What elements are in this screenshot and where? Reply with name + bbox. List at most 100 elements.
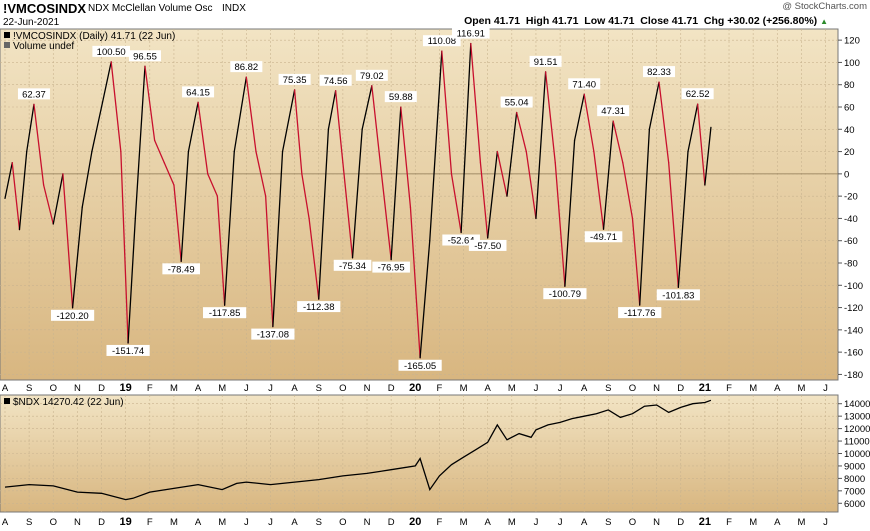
x-month-label: O	[629, 383, 636, 394]
osc-value-label: -52.64	[448, 236, 475, 247]
osc-line-segment	[506, 111, 518, 197]
x-month-label: J	[558, 383, 563, 394]
osc-line-segment	[351, 128, 363, 259]
osc-line-segment	[26, 103, 35, 153]
osc-line-segment	[120, 150, 129, 344]
x-month-label: A	[195, 517, 202, 528]
osc-value-label-bg	[251, 328, 295, 340]
x-month-label: 20	[409, 516, 421, 528]
osc-line-segment	[429, 50, 443, 242]
osc-line-segment	[180, 150, 190, 262]
osc-value-label-bg	[584, 231, 623, 243]
osc-line-segment	[535, 71, 547, 220]
x-month-label: S	[316, 517, 322, 528]
osc-value-label: 55.04	[505, 98, 529, 109]
x-month-label: N	[74, 383, 81, 394]
osc-line-segment	[687, 103, 699, 153]
osc-legend-swatch	[4, 32, 10, 38]
osc-line-segment	[460, 42, 472, 234]
osc-legend: !VMCOSINDX (Daily) 41.71 (22 Jun)	[13, 31, 175, 42]
osc-line-segment	[704, 126, 712, 186]
osc-value-label-bg	[468, 239, 507, 251]
x-month-label: D	[388, 517, 395, 528]
osc-ytick-label: -140	[844, 325, 863, 336]
osc-value-label: -49.71	[590, 232, 617, 243]
x-month-label: J	[244, 517, 249, 528]
x-month-label: M	[508, 517, 516, 528]
x-month-label: M	[797, 383, 805, 394]
x-month-label: D	[388, 383, 395, 394]
osc-value-label: -165.05	[404, 361, 436, 372]
osc-value-label-bg	[355, 69, 388, 81]
x-month-label: M	[508, 383, 516, 394]
x-month-label: M	[749, 517, 757, 528]
osc-value-label-bg	[162, 263, 200, 275]
date-label: 22-Jun-2021	[3, 17, 60, 28]
osc-value-label: -151.74	[112, 346, 144, 357]
ndx-ytick-label: 8000	[844, 474, 865, 485]
x-month-label: J	[268, 517, 273, 528]
osc-value-label: 91.51	[534, 57, 558, 68]
x-month-label: J	[823, 383, 828, 394]
osc-value-label: 71.40	[572, 79, 596, 90]
osc-line-segment	[4, 162, 13, 200]
x-month-label: F	[147, 383, 153, 394]
osc-value-label: 62.37	[22, 89, 46, 100]
osc-line-segment	[153, 139, 165, 164]
osc-value-label: -76.95	[378, 263, 405, 274]
x-month-label: 21	[699, 382, 711, 394]
x-month-label: S	[26, 517, 32, 528]
osc-value-label: 47.31	[601, 106, 625, 117]
osc-value-label-bg	[618, 307, 662, 319]
osc-value-label-bg	[442, 234, 480, 246]
x-month-label: A	[485, 383, 492, 394]
osc-line-segment	[639, 128, 651, 306]
osc-line-segment	[245, 76, 257, 153]
osc-line-segment	[18, 150, 28, 231]
osc-value-label-bg	[451, 27, 490, 39]
osc-line-segment	[479, 162, 489, 239]
ndx-ytick-label: 13000	[844, 412, 870, 423]
osc-value-label-bg	[398, 359, 442, 371]
osc-line-segment	[197, 101, 209, 175]
x-month-label: A	[291, 383, 298, 394]
osc-legend-volume-swatch	[4, 42, 10, 48]
osc-value-label-bg	[372, 261, 410, 273]
x-month-label: N	[74, 517, 81, 528]
x-month-label: A	[2, 517, 9, 528]
osc-line-segment	[110, 61, 122, 153]
x-month-label: S	[605, 517, 611, 528]
x-month-label: A	[774, 383, 781, 394]
osc-line-segment	[255, 150, 267, 197]
x-month-label: 19	[120, 516, 132, 528]
osc-line-segment	[233, 76, 247, 153]
ndx-ytick-label: 6000	[844, 499, 865, 510]
osc-line-segment	[668, 162, 679, 288]
osc-line-segment	[677, 150, 689, 288]
osc-value-label: -137.08	[257, 330, 289, 341]
x-month-label: A	[195, 383, 202, 394]
osc-line-segment	[602, 120, 614, 230]
osc-ytick-label: -60	[844, 236, 858, 247]
ndx-ytick-label: 12000	[844, 424, 870, 435]
x-month-label: M	[797, 517, 805, 528]
osc-value-label-bg	[656, 289, 700, 301]
x-month-label: F	[437, 383, 443, 394]
osc-line-segment	[33, 103, 45, 186]
exchange-label: INDX	[222, 3, 246, 14]
osc-ytick-label: 0	[844, 169, 849, 180]
x-month-label: J	[244, 383, 249, 394]
osc-value-label-bg	[17, 88, 50, 100]
osc-line-segment	[658, 81, 670, 164]
osc-line-segment	[441, 50, 453, 175]
osc-ytick-label: 40	[844, 125, 855, 136]
osc-ytick-label: -160	[844, 348, 863, 359]
osc-line-segment	[450, 173, 462, 234]
x-month-label: M	[218, 383, 226, 394]
osc-value-label-bg	[568, 78, 601, 90]
x-month-label: F	[726, 383, 732, 394]
osc-line-segment	[100, 61, 112, 108]
osc-ytick-label: -180	[844, 370, 863, 381]
